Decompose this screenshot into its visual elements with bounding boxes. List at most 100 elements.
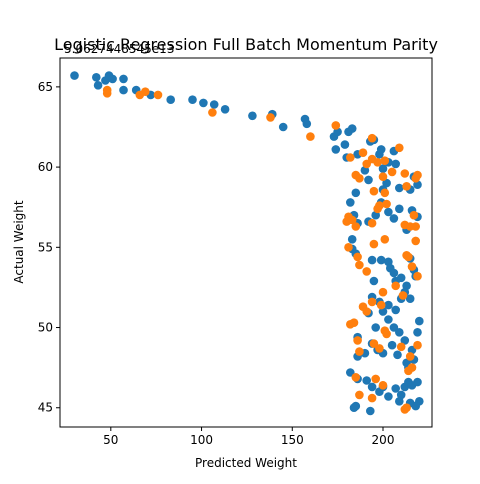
data-point bbox=[141, 87, 150, 96]
data-point bbox=[349, 318, 359, 328]
data-point bbox=[382, 199, 391, 209]
data-point bbox=[70, 71, 79, 80]
data-point bbox=[387, 167, 397, 177]
data-point bbox=[347, 235, 357, 244]
data-point bbox=[367, 255, 377, 265]
data-point bbox=[102, 89, 112, 98]
data-point bbox=[355, 390, 364, 400]
data-point bbox=[367, 133, 377, 143]
data-point bbox=[331, 145, 341, 154]
data-point bbox=[380, 156, 390, 165]
data-point bbox=[402, 182, 411, 191]
data-point bbox=[358, 148, 368, 157]
data-point bbox=[413, 340, 422, 350]
data-point bbox=[369, 276, 379, 286]
data-point bbox=[389, 214, 399, 223]
data-point bbox=[384, 315, 393, 324]
data-point bbox=[351, 222, 361, 231]
data-point bbox=[380, 235, 390, 244]
data-point bbox=[378, 287, 388, 297]
data-point bbox=[366, 406, 375, 416]
x-tick-label: 200 bbox=[372, 433, 395, 447]
data-point bbox=[407, 262, 417, 271]
data-point bbox=[396, 342, 406, 352]
data-point bbox=[376, 300, 386, 310]
data-point bbox=[409, 210, 419, 220]
data-point bbox=[188, 95, 197, 104]
x-axis-label: Predicted Weight bbox=[195, 456, 297, 470]
data-point bbox=[404, 252, 413, 262]
data-point bbox=[378, 164, 388, 173]
data-point bbox=[355, 174, 364, 183]
data-point bbox=[302, 119, 312, 129]
data-point bbox=[411, 401, 421, 411]
data-point bbox=[413, 377, 422, 387]
data-point bbox=[380, 188, 390, 198]
data-point bbox=[351, 373, 361, 382]
data-point bbox=[369, 239, 379, 249]
data-point bbox=[353, 252, 362, 262]
data-point bbox=[411, 236, 421, 246]
data-point bbox=[376, 145, 386, 154]
data-point bbox=[395, 183, 404, 193]
y-tick-label: 65 bbox=[38, 80, 53, 94]
data-point bbox=[248, 111, 257, 121]
data-point bbox=[347, 124, 357, 133]
data-point bbox=[395, 328, 404, 337]
data-point bbox=[166, 95, 175, 104]
data-point bbox=[378, 381, 388, 390]
y-axis-ticks: 45 50 55 60 65 bbox=[38, 80, 60, 415]
data-point bbox=[371, 374, 381, 384]
offset-label: 5.0627448545e13 bbox=[64, 42, 174, 56]
data-point bbox=[375, 344, 384, 353]
y-axis-label: Actual Weight bbox=[12, 200, 26, 284]
data-point bbox=[396, 273, 406, 283]
data-point bbox=[199, 98, 208, 108]
data-point bbox=[353, 336, 362, 345]
data-point bbox=[405, 294, 415, 304]
data-point bbox=[355, 260, 364, 270]
plot-frame bbox=[59, 57, 433, 428]
data-point bbox=[209, 100, 219, 109]
x-tick-label: 150 bbox=[281, 433, 304, 447]
data-point bbox=[413, 271, 422, 281]
data-point bbox=[398, 291, 408, 300]
data-point bbox=[362, 376, 372, 385]
data-point bbox=[402, 403, 411, 413]
data-point bbox=[344, 243, 353, 252]
data-point bbox=[411, 222, 421, 231]
data-point bbox=[355, 347, 364, 356]
data-point bbox=[415, 316, 424, 326]
data-point bbox=[119, 74, 128, 84]
data-point bbox=[108, 74, 117, 84]
y-tick-label: 55 bbox=[38, 240, 53, 254]
data-point bbox=[347, 215, 357, 225]
data-point bbox=[367, 218, 377, 228]
x-tick-label: 100 bbox=[190, 433, 213, 447]
chart-title: Logistic Regression Full Batch Momentum … bbox=[54, 35, 438, 54]
data-point bbox=[278, 122, 288, 132]
data-point bbox=[220, 105, 230, 114]
data-point bbox=[391, 281, 401, 291]
data-point bbox=[367, 382, 377, 392]
data-point bbox=[378, 172, 388, 181]
data-point bbox=[395, 397, 404, 406]
data-point bbox=[367, 297, 377, 307]
data-point bbox=[413, 170, 422, 180]
data-point bbox=[395, 204, 404, 214]
x-axis-ticks: 50 100 150 200 bbox=[103, 427, 394, 447]
x-tick-label: 50 bbox=[103, 433, 118, 447]
data-point bbox=[153, 90, 163, 100]
data-point bbox=[382, 329, 391, 339]
data-point bbox=[376, 255, 386, 265]
data-point bbox=[346, 153, 355, 162]
data-point bbox=[391, 159, 401, 169]
y-tick-label: 60 bbox=[38, 160, 53, 174]
data-point bbox=[367, 393, 377, 403]
data-point bbox=[393, 350, 402, 360]
data-point bbox=[208, 108, 217, 117]
data-point bbox=[119, 85, 128, 95]
data-point bbox=[407, 363, 417, 372]
data-point bbox=[413, 328, 422, 337]
